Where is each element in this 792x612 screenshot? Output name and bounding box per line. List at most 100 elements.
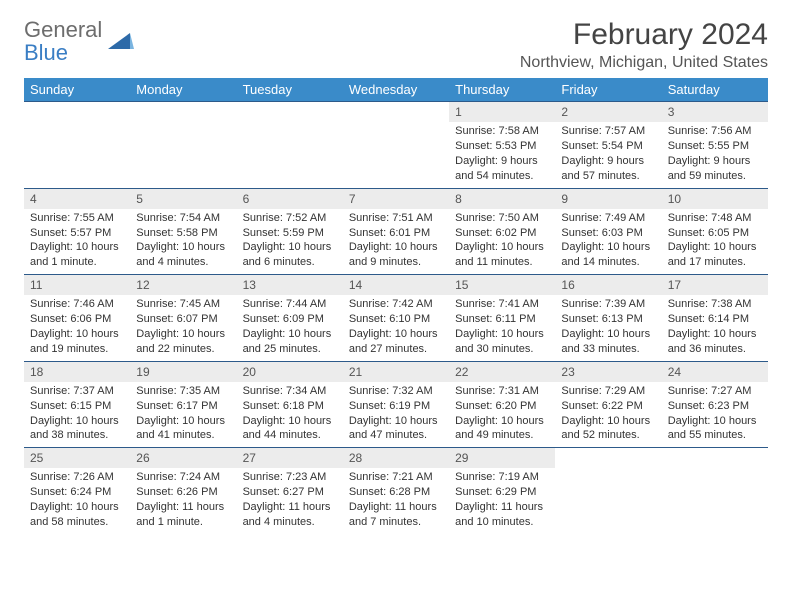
day-body: Sunrise: 7:44 AMSunset: 6:09 PMDaylight:… (237, 295, 343, 360)
day-d1: Daylight: 10 hours (561, 327, 655, 342)
day-d1: Daylight: 10 hours (349, 240, 443, 255)
day-ss: Sunset: 6:20 PM (455, 399, 549, 414)
day-ss: Sunset: 5:55 PM (668, 139, 762, 154)
day-body: Sunrise: 7:45 AMSunset: 6:07 PMDaylight:… (130, 295, 236, 360)
day-number: 18 (24, 362, 130, 382)
day-number: 19 (130, 362, 236, 382)
day-d1: Daylight: 9 hours (561, 154, 655, 169)
day-number: 8 (449, 189, 555, 209)
day-ss: Sunset: 5:57 PM (30, 226, 124, 241)
day-ss: Sunset: 6:02 PM (455, 226, 549, 241)
header-right: February 2024 Northview, Michigan, Unite… (520, 18, 768, 72)
day-body: Sunrise: 7:58 AMSunset: 5:53 PMDaylight:… (449, 122, 555, 187)
day-body: Sunrise: 7:21 AMSunset: 6:28 PMDaylight:… (343, 468, 449, 533)
page-title: February 2024 (520, 18, 768, 52)
day-d2: and 44 minutes. (243, 428, 337, 443)
weekday-header: Sunday (24, 78, 130, 102)
day-d2: and 52 minutes. (561, 428, 655, 443)
calendar-cell: 7 Sunrise: 7:51 AMSunset: 6:01 PMDaylight… (343, 188, 449, 275)
day-sr: Sunrise: 7:56 AM (668, 124, 762, 139)
calendar-row: 4Sunrise: 7:55 AMSunset: 5:57 PMDaylight… (24, 188, 768, 275)
day-d1: Daylight: 10 hours (668, 240, 762, 255)
triangle-icon (108, 31, 134, 56)
day-d2: and 4 minutes. (136, 255, 230, 270)
calendar-cell: 18Sunrise: 7:37 AMSunset: 6:15 PMDayligh… (24, 361, 130, 448)
day-body: Sunrise: 7:52 AMSunset: 5:59 PMDaylight:… (237, 209, 343, 274)
day-number: 7 (343, 189, 449, 209)
day-sr: Sunrise: 7:51 AM (349, 211, 443, 226)
calendar-table: SundayMondayTuesdayWednesdayThursdayFrid… (24, 78, 768, 534)
day-number: 23 (555, 362, 661, 382)
calendar-cell: 11Sunrise: 7:46 AMSunset: 6:06 PMDayligh… (24, 275, 130, 362)
day-ss: Sunset: 5:58 PM (136, 226, 230, 241)
day-ss: Sunset: 6:01 PM (349, 226, 443, 241)
day-d1: Daylight: 10 hours (243, 327, 337, 342)
day-body: Sunrise: 7:54 AMSunset: 5:58 PMDaylight:… (130, 209, 236, 274)
day-body: Sunrise: 7:32 AMSunset: 6:19 PMDaylight:… (343, 382, 449, 447)
day-d2: and 33 minutes. (561, 342, 655, 357)
day-sr: Sunrise: 7:31 AM (455, 384, 549, 399)
day-sr: Sunrise: 7:48 AM (668, 211, 762, 226)
calendar-row: 11Sunrise: 7:46 AMSunset: 6:06 PMDayligh… (24, 275, 768, 362)
day-d1: Daylight: 10 hours (30, 327, 124, 342)
day-sr: Sunrise: 7:58 AM (455, 124, 549, 139)
day-number: 15 (449, 275, 555, 295)
day-d1: Daylight: 10 hours (561, 414, 655, 429)
day-d1: Daylight: 11 hours (349, 500, 443, 515)
day-sr: Sunrise: 7:52 AM (243, 211, 337, 226)
day-sr: Sunrise: 7:54 AM (136, 211, 230, 226)
day-d2: and 55 minutes. (668, 428, 762, 443)
calendar-cell: 2Sunrise: 7:57 AMSunset: 5:54 PMDaylight… (555, 102, 661, 189)
day-body: Sunrise: 7:38 AMSunset: 6:14 PMDaylight:… (662, 295, 768, 360)
logo-text: General Blue (24, 18, 102, 64)
day-number: 16 (555, 275, 661, 295)
day-d1: Daylight: 10 hours (136, 414, 230, 429)
day-number: 22 (449, 362, 555, 382)
calendar-row: 25Sunrise: 7:26 AMSunset: 6:24 PMDayligh… (24, 448, 768, 534)
day-d2: and 19 minutes. (30, 342, 124, 357)
day-body: Sunrise: 7:46 AMSunset: 6:06 PMDaylight:… (24, 295, 130, 360)
day-body: Sunrise: 7:29 AMSunset: 6:22 PMDaylight:… (555, 382, 661, 447)
day-d2: and 7 minutes. (349, 515, 443, 530)
day-ss: Sunset: 6:15 PM (30, 399, 124, 414)
calendar-cell: 10Sunrise: 7:48 AMSunset: 6:05 PMDayligh… (662, 188, 768, 275)
day-ss: Sunset: 6:26 PM (136, 485, 230, 500)
day-body: Sunrise: 7:34 AMSunset: 6:18 PMDaylight:… (237, 382, 343, 447)
day-sr: Sunrise: 7:42 AM (349, 297, 443, 312)
day-d2: and 36 minutes. (668, 342, 762, 357)
day-number: 26 (130, 448, 236, 468)
day-d2: and 38 minutes. (30, 428, 124, 443)
day-body: Sunrise: 7:23 AMSunset: 6:27 PMDaylight:… (237, 468, 343, 533)
day-sr: Sunrise: 7:50 AM (455, 211, 549, 226)
day-ss: Sunset: 6:22 PM (561, 399, 655, 414)
day-body: Sunrise: 7:49 AMSunset: 6:03 PMDaylight:… (555, 209, 661, 274)
day-ss: Sunset: 6:27 PM (243, 485, 337, 500)
day-body: Sunrise: 7:50 AMSunset: 6:02 PMDaylight:… (449, 209, 555, 274)
day-d1: Daylight: 10 hours (455, 240, 549, 255)
calendar-cell: 8Sunrise: 7:50 AMSunset: 6:02 PMDaylight… (449, 188, 555, 275)
day-d1: Daylight: 10 hours (136, 240, 230, 255)
day-body: Sunrise: 7:35 AMSunset: 6:17 PMDaylight:… (130, 382, 236, 447)
day-sr: Sunrise: 7:29 AM (561, 384, 655, 399)
calendar-cell: 14Sunrise: 7:42 AMSunset: 6:10 PMDayligh… (343, 275, 449, 362)
day-d2: and 22 minutes. (136, 342, 230, 357)
weekday-header: Monday (130, 78, 236, 102)
day-sr: Sunrise: 7:45 AM (136, 297, 230, 312)
day-sr: Sunrise: 7:49 AM (561, 211, 655, 226)
calendar-cell: 6Sunrise: 7:52 AMSunset: 5:59 PMDaylight… (237, 188, 343, 275)
calendar-cell: 22Sunrise: 7:31 AMSunset: 6:20 PMDayligh… (449, 361, 555, 448)
day-d1: Daylight: 9 hours (668, 154, 762, 169)
calendar-cell: 23Sunrise: 7:29 AMSunset: 6:22 PMDayligh… (555, 361, 661, 448)
day-d2: and 54 minutes. (455, 169, 549, 184)
day-d1: Daylight: 10 hours (243, 414, 337, 429)
location-text: Northview, Michigan, United States (520, 54, 768, 72)
day-ss: Sunset: 6:06 PM (30, 312, 124, 327)
day-body: Sunrise: 7:27 AMSunset: 6:23 PMDaylight:… (662, 382, 768, 447)
calendar-cell: 13Sunrise: 7:44 AMSunset: 6:09 PMDayligh… (237, 275, 343, 362)
day-d2: and 11 minutes. (455, 255, 549, 270)
day-number: 4 (24, 189, 130, 209)
day-number: 2 (555, 102, 661, 122)
day-sr: Sunrise: 7:19 AM (455, 470, 549, 485)
day-d1: Daylight: 10 hours (668, 327, 762, 342)
day-sr: Sunrise: 7:39 AM (561, 297, 655, 312)
